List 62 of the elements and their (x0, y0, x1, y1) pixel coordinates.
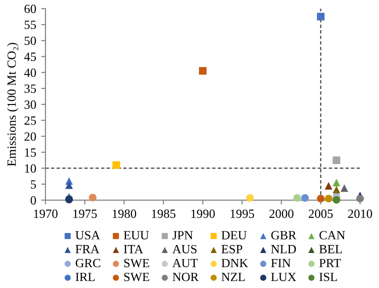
legend-label: SWE (124, 258, 150, 268)
x-tick-label: 2000 (269, 210, 294, 218)
legend-label: GRC (76, 258, 100, 268)
y-tick-label: 30 (24, 100, 36, 109)
legend-label: LUX (271, 272, 296, 282)
point (332, 186, 340, 194)
legend-label: PRT (319, 258, 341, 268)
legend-label: DNK (222, 258, 248, 268)
legend-label: ESP (222, 244, 242, 254)
legend-label: AUT (172, 258, 198, 268)
point (88, 194, 96, 202)
x-tick-label: 1990 (191, 210, 215, 218)
legend-label: NOR (172, 272, 199, 282)
point (340, 184, 348, 192)
legend-label: FIN (271, 258, 291, 268)
legend-label: AUS (172, 244, 197, 254)
legend-label: CAN (319, 231, 346, 240)
x-tick-label: 1970 (34, 210, 58, 218)
y-tick-label: 45 (24, 52, 36, 61)
y-tick-label: 10 (25, 164, 36, 173)
point (65, 181, 73, 189)
y-axis-title: Emissions (100 Mt CO₂) (7, 42, 18, 166)
y-tick-label: 20 (24, 132, 36, 141)
legend-label: ISL (319, 272, 337, 282)
x-tick-label: 1985 (152, 210, 176, 218)
point (324, 194, 332, 202)
point (293, 194, 301, 202)
y-tick-label: 5 (30, 180, 36, 189)
x-tick-label: 1980 (112, 210, 136, 218)
legend-label: DEU (222, 231, 247, 240)
legend-label: NLD (271, 245, 296, 254)
legend-label: SWE (124, 272, 150, 282)
x-tick-label: 2005 (308, 210, 333, 218)
point (198, 67, 207, 75)
legend-label: BEL (319, 245, 342, 254)
y-tick-label: 15 (25, 148, 36, 157)
point (316, 194, 325, 202)
y-tick-label: 35 (24, 84, 36, 93)
legend-label: ITA (124, 244, 144, 254)
legend-label: JPN (172, 231, 193, 240)
y-tick-label: 55 (24, 20, 36, 30)
y-tick-label: 50 (24, 36, 36, 46)
point (332, 156, 340, 164)
point (246, 194, 254, 202)
y-tick-label: 40 (24, 68, 36, 77)
point (316, 12, 325, 20)
point (332, 178, 340, 186)
x-tick-label: 1975 (73, 210, 97, 218)
point (112, 161, 120, 169)
legend-label: GBR (271, 231, 296, 240)
legend-label: IRL (76, 272, 95, 282)
y-tick-label: 25 (24, 116, 36, 125)
x-tick-label: 2010 (348, 210, 372, 218)
legend-label: FRA (76, 244, 100, 254)
y-tick-label: 60 (24, 4, 36, 14)
point (324, 182, 332, 190)
legend-label: USA (75, 231, 100, 240)
legend-label: EUU (124, 231, 149, 240)
legend-label: NZL (222, 272, 245, 282)
x-tick-label: 1995 (230, 210, 254, 218)
point (301, 194, 309, 202)
y-tick-label: 0 (30, 196, 36, 205)
